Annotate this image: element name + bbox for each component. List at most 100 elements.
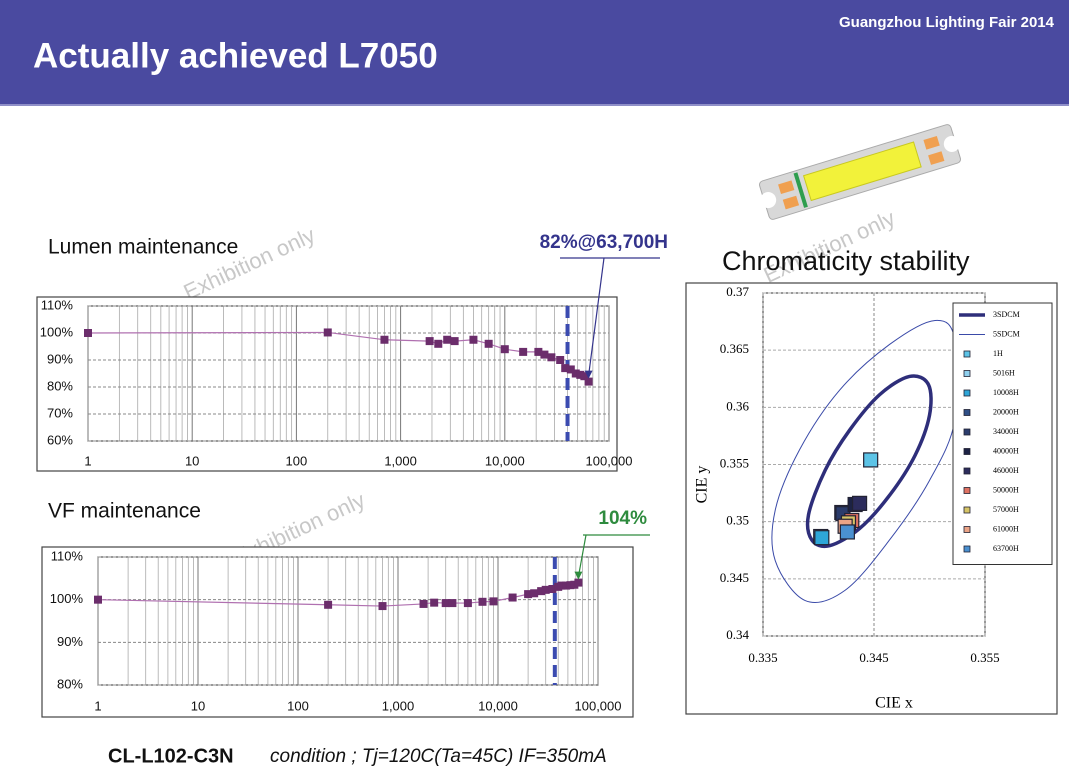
sdcm-ellipse [805, 374, 933, 549]
y-tick-label: 0.34 [726, 627, 749, 642]
y-tick-label: 0.365 [720, 341, 749, 356]
x-tick-label: 0.355 [970, 650, 999, 665]
data-point [534, 347, 543, 356]
arrow-head [574, 571, 583, 580]
y-tick-label: 70% [47, 405, 73, 420]
data-point [324, 600, 333, 609]
legend-label: 5016H [993, 368, 1015, 377]
data-point [469, 335, 478, 344]
y-axis-label: CIE y [694, 466, 711, 504]
data-point [508, 593, 517, 602]
y-tick-label: 80% [47, 378, 73, 393]
arrow-head [584, 370, 593, 379]
header-band [0, 0, 1069, 105]
plot-frame [36, 296, 618, 472]
legend-label: 50000H [993, 485, 1019, 494]
legend-label: 3SDCM [993, 310, 1020, 319]
data-point [84, 329, 92, 337]
x-tick-label: 10 [191, 698, 205, 713]
data-point [556, 356, 565, 364]
x-tick-label: 1,000 [384, 453, 417, 468]
legend-swatch [963, 545, 971, 553]
legend-label: 34000H [993, 427, 1019, 436]
legend: 3SDCM 5SDCM 1H 5016H 10008H 20000H 34000H 40000… [952, 302, 1053, 565]
legend-swatch [963, 350, 971, 358]
legend-label: 57000H [993, 505, 1019, 514]
legend-label: 63700H [993, 544, 1019, 553]
y-tick-label: 0.35 [726, 513, 749, 528]
data-point [571, 369, 580, 378]
annotation-arrow [587, 257, 605, 376]
legend-swatch [963, 409, 971, 416]
x-tick-label: 10 [185, 453, 199, 468]
chart-title: Lumen maintenance [48, 236, 238, 259]
product-code: CL-L102-C3N [108, 745, 234, 767]
led-image [759, 124, 961, 220]
data-point [530, 589, 539, 598]
data-point [519, 347, 528, 356]
data-point [566, 365, 575, 374]
legend-swatch [963, 526, 971, 533]
data-point [541, 585, 550, 594]
data-point [378, 602, 387, 611]
data-point [576, 370, 585, 379]
data-point [500, 345, 509, 354]
y-tick-label: 90% [57, 634, 83, 649]
legend-swatch [963, 428, 971, 436]
legend-label: 40000H [993, 446, 1019, 455]
x-tick-label: 100,000 [586, 453, 633, 468]
y-tick-label: 90% [47, 351, 73, 366]
data-point [524, 590, 533, 599]
x-tick-label: 0.345 [859, 650, 888, 665]
data-point [557, 581, 566, 590]
legend-label: 5SDCM [993, 329, 1020, 338]
annotation: 104% [598, 508, 647, 529]
data-point [489, 597, 498, 606]
y-tick-label: 0.37 [726, 284, 749, 299]
legend-swatch [963, 389, 971, 397]
y-tick-label: 110% [41, 297, 74, 312]
watermark: Exhibition only [180, 222, 319, 305]
data-point [584, 377, 593, 386]
x-tick-label: 0.335 [748, 650, 777, 665]
x-axis-label: CIE x [875, 695, 913, 712]
y-tick-label: 110% [51, 548, 84, 563]
y-tick-label: 100% [40, 324, 74, 339]
legend-label: 61000H [993, 524, 1019, 533]
data-point [839, 524, 855, 540]
x-tick-label: 100 [287, 698, 309, 713]
plot-frame [41, 546, 634, 718]
y-tick-label: 0.355 [720, 455, 749, 470]
condition: condition ; Tj=120C(Ta=45C) IF=350mA [270, 746, 607, 767]
data-point [574, 578, 583, 587]
data-point [561, 364, 570, 373]
data-point [863, 452, 879, 468]
legend-label: 1H [993, 349, 1003, 358]
annotation-arrow [577, 534, 587, 577]
x-tick-label: 10,000 [478, 698, 518, 713]
legend-swatch [963, 448, 971, 455]
data-point [419, 599, 428, 608]
x-tick-label: 1 [94, 698, 101, 713]
legend-swatch [963, 467, 971, 475]
y-tick-label: 100% [50, 591, 84, 606]
data-point [430, 598, 439, 607]
data-point [540, 350, 549, 359]
data-point [463, 599, 472, 608]
data-point [94, 595, 102, 604]
data-point [323, 328, 332, 337]
y-tick-label: 60% [47, 432, 73, 447]
y-tick-label: 0.345 [720, 570, 749, 585]
event-name: Guangzhou Lighting Fair 2014 [839, 14, 1055, 31]
data-point [478, 597, 487, 606]
x-tick-label: 1 [84, 453, 91, 468]
y-tick-label: 80% [57, 676, 83, 691]
legend-swatch [963, 506, 971, 514]
annotation: 82%@63,700H [540, 232, 668, 253]
x-tick-label: 100 [286, 453, 308, 468]
legend-swatch [963, 487, 971, 494]
data-point [814, 530, 830, 546]
data-point [434, 339, 443, 348]
